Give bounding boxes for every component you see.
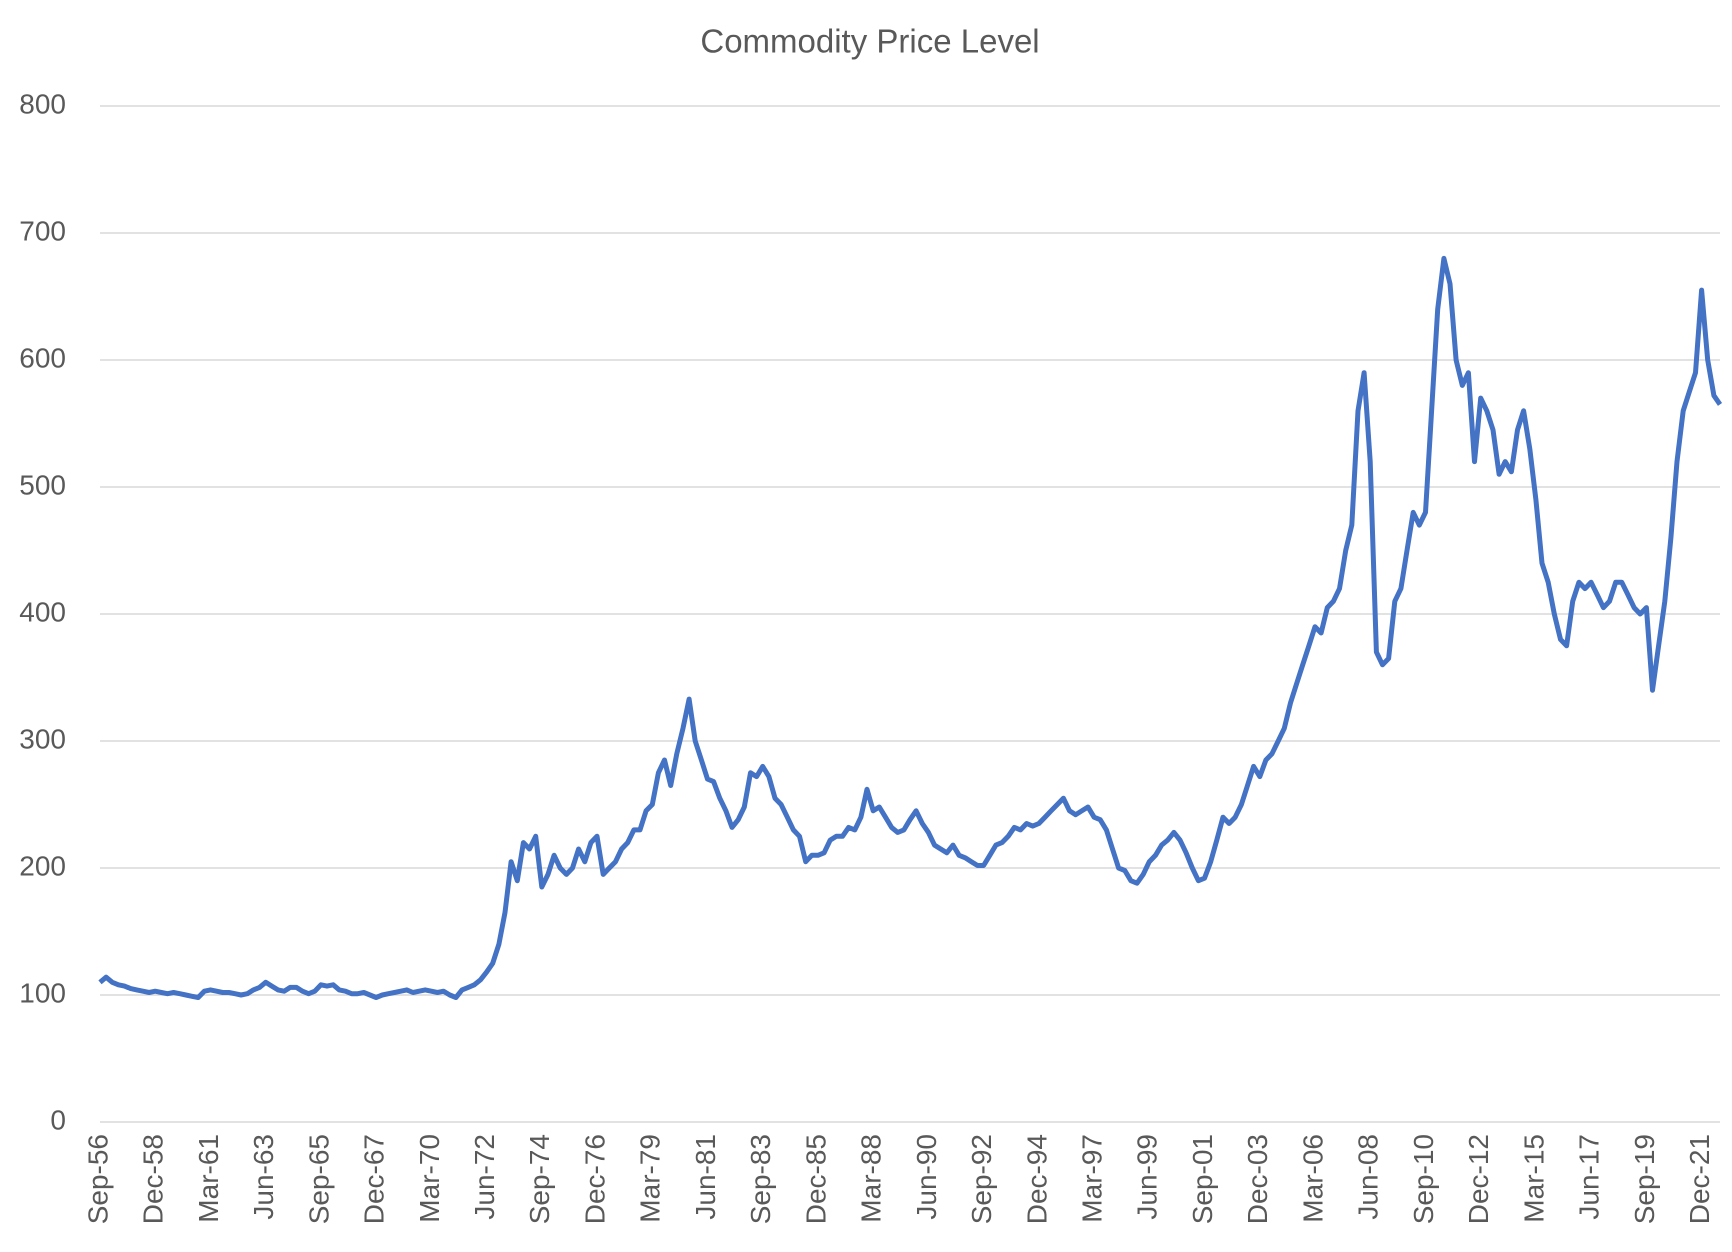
y-tick-label: 600 [19, 342, 66, 373]
x-tick-label: Dec-67 [359, 1134, 390, 1224]
y-tick-label: 100 [19, 977, 66, 1008]
x-tick-label: Mar-15 [1518, 1134, 1549, 1223]
x-tick-label: Dec-21 [1684, 1134, 1715, 1224]
x-tick-label: Sep-65 [303, 1134, 334, 1224]
line-series [98, 255, 1723, 1000]
x-tick-label: Dec-03 [1242, 1134, 1273, 1224]
x-tick-label: Mar-06 [1297, 1134, 1328, 1223]
x-tick-label: Dec-76 [579, 1134, 610, 1224]
x-tick-label: Mar-97 [1076, 1134, 1107, 1223]
x-tick-label: Jun-63 [248, 1134, 279, 1220]
x-tick-label: Mar-70 [414, 1134, 445, 1223]
x-tick-label: Dec-94 [1021, 1134, 1052, 1224]
x-tick-label: Mar-88 [856, 1134, 887, 1223]
x-tick-label: Sep-01 [1187, 1134, 1218, 1224]
x-tick-label: Jun-08 [1353, 1134, 1384, 1220]
x-tick-label: Jun-17 [1574, 1134, 1605, 1220]
y-tick-label: 0 [50, 1104, 66, 1135]
y-tick-label: 400 [19, 596, 66, 627]
chart-title: Commodity Price Level [700, 23, 1039, 60]
x-tick-label: Dec-85 [800, 1134, 831, 1224]
x-tick-label: Mar-61 [193, 1134, 224, 1223]
x-tick-label: Jun-81 [690, 1134, 721, 1220]
x-tick-label: Sep-92 [966, 1134, 997, 1224]
x-tick-label: Sep-56 [82, 1134, 113, 1224]
x-tick-label: Sep-10 [1408, 1134, 1439, 1224]
x-tick-label: Dec-58 [138, 1134, 169, 1224]
x-tick-label: Sep-83 [745, 1134, 776, 1224]
x-tick-label: Jun-99 [1132, 1134, 1163, 1220]
x-tick-label: Jun-72 [469, 1134, 500, 1220]
x-tick-label: Dec-12 [1463, 1134, 1494, 1224]
x-tick-label: Sep-19 [1629, 1134, 1660, 1224]
x-tick-label: Mar-79 [635, 1134, 666, 1223]
y-tick-label: 300 [19, 723, 66, 754]
y-tick-label: 500 [19, 469, 66, 500]
x-tick-label: Jun-90 [911, 1134, 942, 1220]
x-tick-label: Sep-74 [524, 1134, 555, 1224]
y-tick-label: 800 [19, 88, 66, 119]
y-tick-label: 700 [19, 215, 66, 246]
y-tick-label: 200 [19, 850, 66, 881]
